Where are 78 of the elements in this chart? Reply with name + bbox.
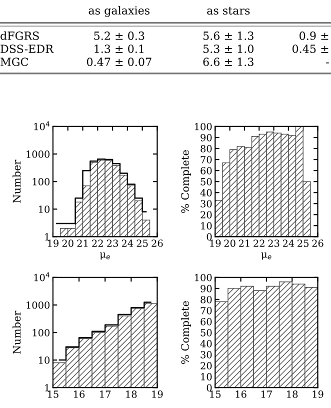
y-axis-title: Number <box>12 160 21 203</box>
y-tick-label: 1 <box>45 384 49 392</box>
text: 5.2 ± 0.3 <box>94 32 144 40</box>
x-tick-label: 24 <box>122 240 134 247</box>
y-tick-label: 1000 <box>26 301 50 309</box>
y-tick-label: 0 <box>206 233 212 240</box>
text: 0.45 ± <box>292 44 328 53</box>
x-tick-label: 21 <box>238 240 250 247</box>
x-tick-label: 20 <box>224 240 236 247</box>
text: 0.47 ± 0.07 <box>86 58 152 66</box>
x-tick-label: 18 <box>287 390 298 398</box>
x-tick-label: 19 <box>312 390 324 398</box>
y-tick-label: 0 <box>206 384 212 392</box>
text: - <box>326 62 329 64</box>
x-tick-label: 17 <box>100 390 111 398</box>
x-tick-label: 23 <box>107 240 118 247</box>
y-tick-label: 60 <box>200 167 212 174</box>
text: 5.3 ± 1.0 <box>203 44 254 53</box>
x-tick-label: 18 <box>126 390 137 398</box>
text: 5.6 ± 1.3 <box>203 32 254 40</box>
x-tick-label: 15 <box>48 390 58 398</box>
y-tick-label: 80 <box>200 144 212 152</box>
category-label: dFGRS <box>0 31 39 40</box>
y-tick-label: 40 <box>200 189 212 196</box>
x-tick-label: 22 <box>254 240 264 247</box>
y-tick-label: 60 <box>200 318 212 326</box>
text: 0.9 ± <box>300 32 328 40</box>
y-tick-label: 50 <box>200 329 212 336</box>
x-tick-label: 19 <box>48 240 58 247</box>
x-tick-label: 16 <box>74 390 85 398</box>
y-tick-label: 100 <box>32 178 50 186</box>
x-tick-label: 25 <box>298 240 309 247</box>
y-axis-title: % Complete <box>180 150 192 213</box>
x-tick-label: 22 <box>92 240 103 247</box>
x-tick-label: 26 <box>312 240 324 247</box>
x-tick-label: 24 <box>282 240 294 247</box>
x-tick-label: 25 <box>136 240 148 247</box>
y-axis-title: Number <box>12 310 21 354</box>
x-tick-label: 21 <box>77 240 88 247</box>
x-tick-label: 20 <box>62 240 74 247</box>
y-tick-label: 100 <box>32 329 50 336</box>
y-tick-label: 90 <box>200 134 212 142</box>
category-label: as stars <box>207 6 250 15</box>
y-tick-label: 10$^{4}$ <box>34 121 50 130</box>
y-axis-title: % Complete <box>180 301 192 364</box>
y-tick-label: 20 <box>200 362 212 370</box>
x-tick-label: 15 <box>210 390 221 398</box>
y-tick-label: 100 <box>195 122 212 130</box>
x-tick-label: 17 <box>261 390 272 398</box>
category-label: as galaxies <box>88 6 150 17</box>
y-tick-label: 90 <box>200 284 212 292</box>
text: 6.6 ± 1.3 <box>203 58 254 66</box>
x-tick-label: 26 <box>152 240 163 247</box>
x-tick-label: 19 <box>210 240 221 247</box>
y-tick-label: 70 <box>200 306 212 314</box>
y-tick-label: 20 <box>200 211 212 218</box>
y-tick-label: 10 <box>201 373 212 380</box>
y-tick-label: 40 <box>200 340 212 348</box>
y-tick-label: 100 <box>195 274 212 282</box>
y-tick-label: 50 <box>200 178 212 186</box>
category-label: DSS-EDR <box>0 44 54 53</box>
x-tick-label: 19 <box>152 390 163 398</box>
category-label: MGC <box>0 58 28 66</box>
y-tick-label: 80 <box>200 296 212 304</box>
y-tick-label: 10$^{4}$ <box>34 272 50 282</box>
text: 1.3 ± 0.1 <box>94 44 144 53</box>
x-axis-title: μ$_{e}$ <box>100 252 110 260</box>
y-tick-label: 70 <box>200 156 212 164</box>
x-tick-label: 23 <box>268 240 280 247</box>
y-tick-label: 10 <box>201 222 212 230</box>
x-tick-label: 16 <box>236 390 246 398</box>
y-tick-label: 30 <box>200 351 212 358</box>
y-tick-label: 1 <box>45 233 49 240</box>
y-tick-label: 30 <box>200 200 212 208</box>
y-tick-label: 10 <box>38 356 50 364</box>
y-tick-label: 1000 <box>26 150 50 158</box>
x-axis-title: μ$_{e}$ <box>261 252 272 260</box>
y-tick-label: 10 <box>38 206 50 213</box>
